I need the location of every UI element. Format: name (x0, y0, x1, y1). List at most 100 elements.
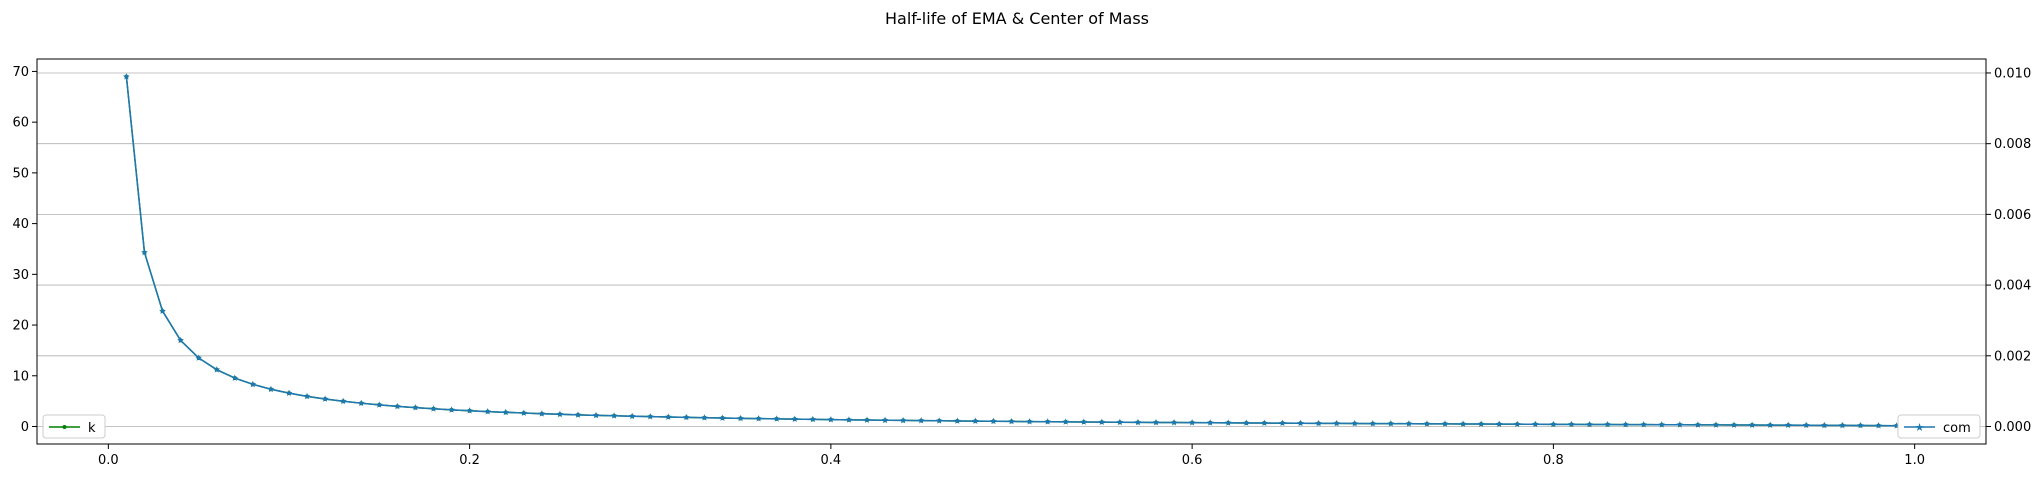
series-com-point (646, 413, 654, 420)
series-com-point (448, 406, 455, 413)
series-com-point (1098, 418, 1106, 426)
series-com-point (1658, 421, 1666, 428)
plot-frame (36, 58, 1987, 445)
series-com-point (682, 413, 690, 421)
series-com-point (213, 366, 221, 373)
series-com-point (1080, 418, 1088, 425)
series-com-point (231, 374, 239, 381)
series-com-point (1279, 419, 1286, 427)
series-com-point (1206, 419, 1214, 426)
series-com-point (1008, 417, 1015, 425)
series-com-point (159, 307, 166, 314)
x-tick-label-2: 0.4 (821, 453, 842, 468)
series-com-point (773, 415, 781, 422)
series-com-point (881, 416, 889, 424)
series-com-point (628, 412, 636, 420)
series-com-point (664, 413, 672, 420)
series-com-point (899, 416, 907, 424)
series-com-point (1026, 417, 1033, 425)
legend-com: ★ com (1897, 414, 1981, 439)
series-com-point (574, 411, 582, 418)
y-tick-label-0: 0 (21, 420, 29, 435)
legend-k: k (42, 414, 106, 439)
y2-tick-label-4: 0.008 (1994, 137, 2031, 152)
y-tick-label-1: 10 (12, 369, 29, 384)
series-com-point (1730, 421, 1738, 428)
series-com-point (610, 412, 618, 419)
x-tick-label-0: 0.0 (98, 453, 119, 468)
series-com-point (1242, 419, 1250, 426)
series-com-point (1477, 420, 1485, 427)
y2-tick-label-5: 0.010 (1994, 66, 2031, 81)
series-k-line (125, 76, 1897, 427)
series-com-point (953, 417, 961, 424)
series-com-point (430, 405, 437, 412)
series-com-line (125, 76, 1897, 427)
series-com-point (809, 415, 817, 423)
series-com-point (1586, 420, 1593, 428)
y-axis-right: 0.000 0.002 0.004 0.006 0.008 0.010 (1986, 66, 2031, 435)
series-com-point (1170, 418, 1178, 426)
series-com-point (1423, 420, 1431, 427)
series-com-point (1297, 419, 1304, 427)
y2-tick-label-1: 0.002 (1994, 349, 2031, 364)
legend-k-label: k (88, 421, 96, 436)
series-com-point (1513, 420, 1521, 428)
series-com-point (755, 415, 763, 422)
series-com-point (520, 409, 528, 416)
x-axis: 0.0 0.2 0.4 0.6 0.8 1.0 (98, 444, 1925, 468)
series-com-point (339, 397, 347, 405)
series-com-point (412, 404, 419, 411)
series-com-point (1351, 419, 1359, 427)
series-com-point (249, 380, 257, 388)
series-com-point (827, 416, 835, 423)
x-tick-label-5: 1.0 (1904, 453, 1925, 468)
series-com-point (502, 408, 510, 416)
series-com-point (1387, 420, 1395, 427)
series-com-point (1315, 419, 1322, 427)
series-com-point (1369, 419, 1377, 427)
y-tick-label-5: 50 (12, 166, 29, 181)
series-com-point (393, 402, 401, 410)
series-com-point (1640, 421, 1648, 428)
series-com-point (1441, 420, 1449, 427)
legend-com-marker: ★ (1915, 421, 1925, 434)
series-com-point (466, 407, 474, 414)
series-com-point (971, 417, 979, 425)
series-com-point (1260, 419, 1268, 426)
y-tick-label-7: 70 (12, 65, 29, 80)
series-com-point (1875, 422, 1882, 429)
series-com-point (1188, 419, 1196, 426)
series-com-point (303, 392, 311, 400)
series-com-point (267, 385, 275, 393)
series-com-point (1152, 418, 1160, 426)
series-com-point (1549, 420, 1557, 428)
chart-title: Half-life of EMA & Center of Mass (885, 9, 1149, 28)
series-com-point (1857, 421, 1864, 429)
series-com-point (1784, 421, 1792, 429)
series-com-point (1333, 419, 1341, 427)
y-tick-label-6: 60 (12, 116, 29, 131)
series-com-point (1405, 420, 1413, 427)
series-com-point (845, 416, 853, 423)
series-com-point (285, 389, 293, 397)
series-com-point (1531, 420, 1539, 428)
series-com-point (719, 414, 726, 421)
series-com-point (1802, 421, 1810, 429)
series-com-point (935, 417, 943, 424)
series-com-point (863, 416, 871, 423)
y2-tick-label-0: 0.000 (1994, 420, 2031, 435)
y2-tick-label-3: 0.006 (1994, 208, 2031, 223)
series-com-point (1622, 420, 1630, 428)
series-com-point (791, 415, 799, 423)
y-tick-label-3: 30 (12, 268, 29, 283)
series-com-point (1748, 421, 1756, 428)
x-tick-label-1: 0.2 (459, 453, 480, 468)
y-tick-label-4: 40 (12, 217, 29, 232)
series-com-point (1495, 420, 1503, 428)
series-com-point (375, 401, 383, 408)
series-com-point (1712, 421, 1720, 428)
x-tick-label-4: 0.8 (1543, 453, 1564, 468)
series-com-point (1044, 418, 1052, 425)
series-com-point (701, 414, 708, 421)
